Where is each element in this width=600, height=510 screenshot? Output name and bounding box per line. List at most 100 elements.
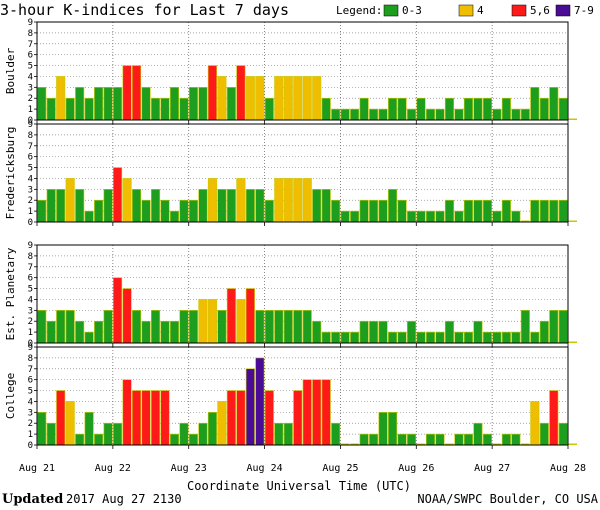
kindex-bar (179, 310, 189, 344)
kindex-bar (283, 76, 293, 121)
kindex-bar (160, 97, 170, 121)
y-tick-label: 2 (28, 94, 33, 104)
y-tick-label: 7 (28, 263, 33, 273)
kindex-bar (511, 433, 521, 446)
kindex-bar (46, 422, 56, 446)
kindex-bar (321, 379, 331, 446)
kindex-bar (274, 76, 284, 121)
kindex-bar (94, 320, 104, 344)
kindex-bar (207, 65, 217, 121)
kindex-bar (340, 443, 350, 445)
kindex-bar (568, 220, 577, 222)
kindex-bar (226, 390, 236, 446)
kindex-bar (549, 390, 559, 446)
kindex-bar (511, 210, 521, 223)
kindex-bar (492, 331, 502, 344)
kindex-bar (245, 76, 255, 121)
kindex-bar (501, 433, 511, 446)
kindex-bar (122, 65, 132, 121)
kindex-bar (46, 189, 56, 223)
y-tick-label: 6 (28, 51, 33, 61)
kindex-bar (425, 331, 436, 344)
y-tick-label: 6 (28, 153, 33, 163)
kindex-bar (217, 401, 227, 446)
kindex-bar (407, 320, 417, 344)
y-tick-label: 7 (28, 40, 33, 50)
kindex-bar (539, 320, 549, 344)
legend-text-5-6: 5,6 (530, 4, 550, 17)
kindex-bar (283, 310, 293, 344)
y-tick-label: 6 (28, 274, 33, 284)
kindex-bar (520, 108, 530, 121)
kindex-bar (188, 310, 198, 344)
kindex-bar (312, 379, 322, 446)
panel-frame (36, 346, 569, 446)
y-tick-label: 7 (28, 365, 33, 375)
kindex-bar (160, 199, 170, 223)
kindex-bar (435, 433, 445, 446)
station-label: College (4, 373, 17, 419)
kindex-bar (340, 331, 350, 344)
kindex-bar (264, 310, 274, 344)
panel-frame (36, 244, 569, 344)
kindex-bar (264, 199, 274, 223)
y-tick-label: 9 (28, 241, 33, 251)
kindex-bar (217, 189, 227, 223)
kindex-bar (530, 199, 540, 223)
kindex-bar (65, 97, 75, 121)
kindex-bar (378, 412, 388, 446)
y-tick-label: 8 (28, 354, 33, 364)
kindex-bar (549, 310, 559, 344)
kindex-bar (558, 97, 568, 121)
kindex-bar (103, 189, 113, 223)
kindex-bar (245, 288, 255, 344)
kindex-bar (46, 320, 56, 344)
kindex-bar (207, 178, 217, 223)
kindex-bar (188, 199, 198, 223)
kindex-bar (94, 433, 104, 446)
y-tick-label: 3 (28, 83, 33, 93)
y-tick-label: 9 (28, 120, 33, 130)
kindex-bar (321, 189, 331, 223)
x-axis-label: Coordinate Universal Time (UTC) (187, 479, 411, 493)
kindex-bar (198, 87, 208, 121)
station-label: Fredericksburg (4, 127, 17, 220)
kindex-bar (150, 390, 161, 446)
kindex-bar (350, 443, 359, 445)
kindex-bar (122, 288, 132, 344)
kindex-bar (113, 167, 123, 223)
kindex-bar (463, 97, 473, 121)
kindex-bar (56, 189, 66, 223)
kindex-bar (425, 108, 436, 121)
panel-frame (36, 21, 569, 121)
kindex-bar (236, 178, 246, 223)
updated-timestamp: 2017 Aug 27 2130 (66, 492, 182, 506)
y-tick-label: 5 (28, 164, 33, 174)
y-tick-label: 8 (28, 252, 33, 262)
kindex-bar (444, 199, 455, 223)
kindex-bar (103, 422, 113, 446)
x-tick-label: Aug 28 (550, 463, 586, 474)
kindex-bar (407, 210, 417, 223)
kindex-bar (188, 87, 198, 121)
kindex-bar (283, 422, 293, 446)
kindex-bar (388, 412, 398, 446)
x-tick-label: Aug 23 (171, 463, 207, 474)
kindex-bar (84, 97, 94, 121)
kindex-bar (132, 189, 142, 223)
kindex-bar (530, 87, 540, 121)
kindex-bar (37, 310, 47, 344)
kindex-bar (94, 199, 104, 223)
legend-text-7-9: 7-9 (574, 4, 594, 17)
kindex-bar (188, 433, 198, 446)
kindex-bar (293, 76, 303, 121)
kindex-bar (359, 199, 369, 223)
kindex-bar (511, 331, 521, 344)
kindex-bar (236, 65, 246, 121)
kindex-bar (407, 433, 417, 446)
kindex-bar (37, 199, 47, 223)
kindex-bar (236, 390, 246, 446)
kindex-bar (293, 178, 303, 223)
